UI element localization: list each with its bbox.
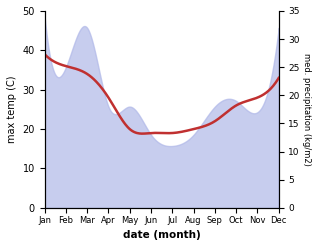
Y-axis label: max temp (C): max temp (C) bbox=[7, 76, 17, 143]
Y-axis label: med. precipitation (kg/m2): med. precipitation (kg/m2) bbox=[302, 53, 311, 166]
X-axis label: date (month): date (month) bbox=[123, 230, 201, 240]
